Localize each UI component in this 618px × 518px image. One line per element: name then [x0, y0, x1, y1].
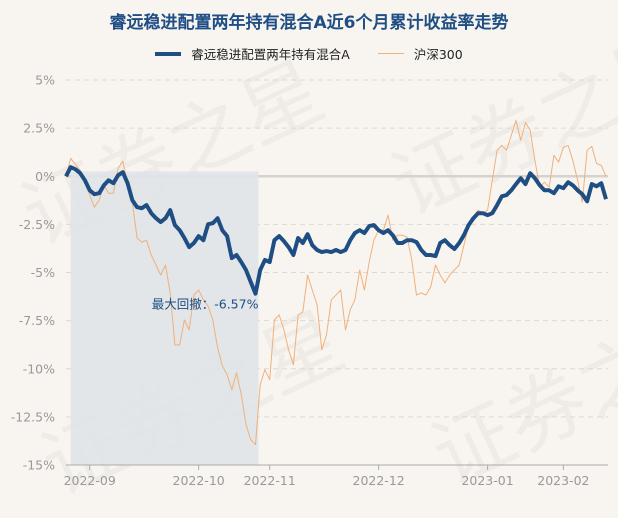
legend-label-csi300: 沪深300 [413, 47, 463, 62]
chart-title: 睿远稳进配置两年持有混合A近6个月累计收益率走势 [109, 13, 509, 33]
y-tick-label: 2.5% [23, 121, 55, 136]
x-tick-label: 2022-10 [173, 473, 225, 488]
legend-label-fund: 睿远稳进配置两年持有混合A [191, 47, 350, 62]
x-tick-label: 2022-12 [353, 473, 405, 488]
y-tick-label: 5% [35, 73, 55, 88]
max-drawdown-label: 最大回撤：-6.57% [152, 296, 259, 311]
csi300-line [65, 119, 607, 446]
fund-line [64, 165, 608, 296]
y-tick-label: -7.5% [19, 313, 55, 328]
legend-item-fund[interactable]: 睿远稳进配置两年持有混合A [155, 44, 350, 63]
max-drawdown-area [70, 171, 259, 465]
legend-swatch-fund [155, 51, 182, 56]
y-tick-label: -5% [31, 265, 55, 280]
x-tick-label: 2023-02 [537, 473, 589, 488]
x-tick-label: 2022-11 [244, 473, 296, 488]
y-tick-label: -12.5% [11, 409, 55, 424]
y-tick-label: -15% [23, 458, 55, 473]
chart-plot: 5% 2.5% 0% -2.5% -5% -7.5% -10% -12.5% -15% 2022-… [11, 73, 608, 488]
legend: 睿远稳进配置两年持有混合A 沪深300 [0, 44, 618, 63]
x-tick-label: 2022-09 [64, 473, 116, 488]
y-tick-label: -10% [23, 361, 55, 376]
legend-item-csi300[interactable]: 沪深300 [377, 44, 463, 63]
y-tick-label: -2.5% [19, 217, 55, 232]
y-tick-label: 0% [35, 169, 55, 184]
legend-swatch-csi300 [377, 53, 404, 54]
x-tick-label: 2023-01 [461, 473, 513, 488]
